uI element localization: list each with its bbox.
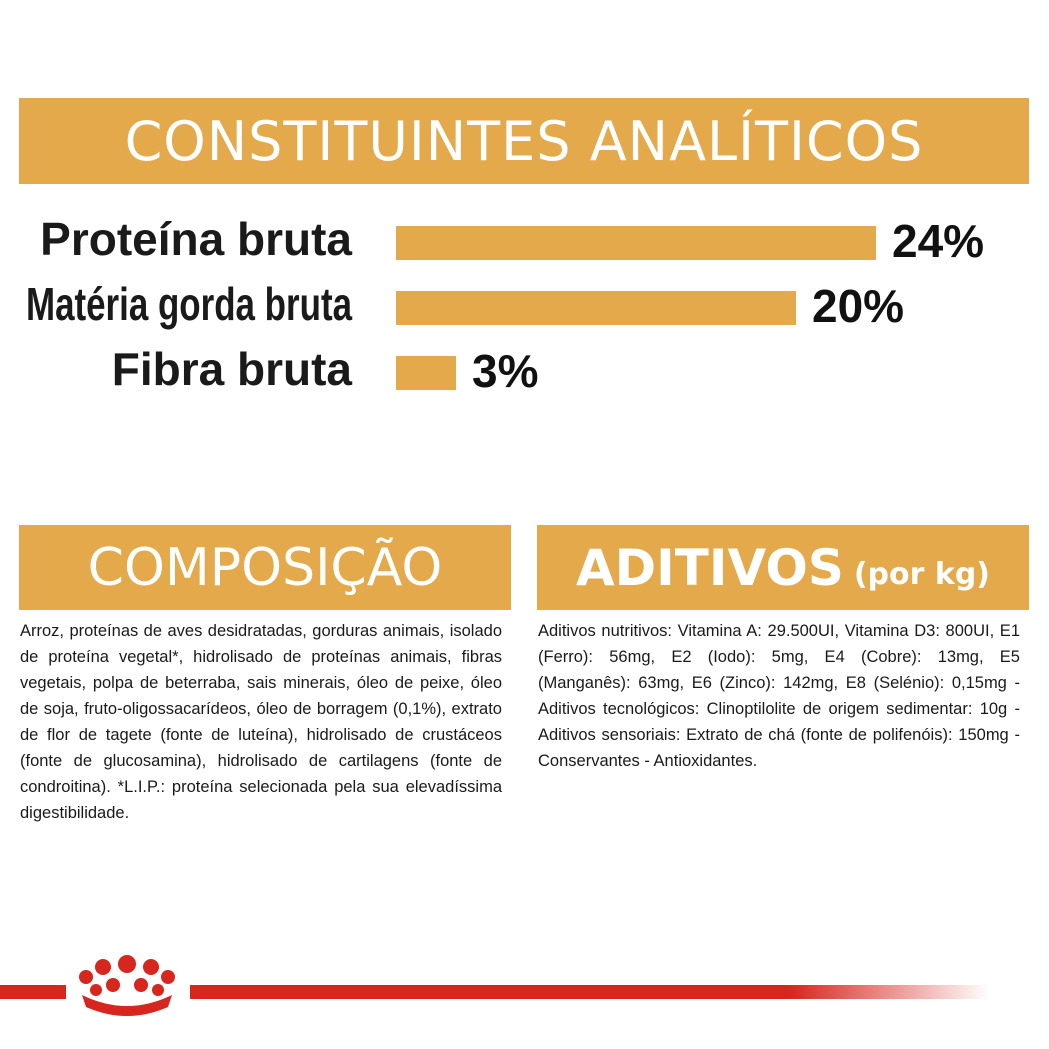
paragraph: Arroz, proteínas de aves desidratadas, g… bbox=[20, 622, 502, 822]
paragraph: Aditivos nutritivos: Vitamina A: 29.500U… bbox=[538, 622, 1020, 770]
section-title: CONSTITUINTES ANALÍTICOS bbox=[19, 98, 1029, 184]
logo bbox=[79, 955, 175, 1016]
chart: Proteína bruta 24% Matéria gorda bruta 20% F… bbox=[26, 213, 984, 397]
footer-line bbox=[0, 985, 66, 999]
footer-line bbox=[190, 985, 990, 999]
value-label: 24% bbox=[892, 215, 984, 267]
category-label: Fibra bruta bbox=[112, 343, 353, 395]
category-label: Proteína bruta bbox=[40, 213, 352, 265]
bar bbox=[396, 356, 456, 390]
bar bbox=[396, 226, 876, 260]
footer-logo bbox=[0, 955, 990, 1016]
section-unit: (por kg) bbox=[853, 557, 991, 592]
bar bbox=[396, 291, 796, 325]
value-label: 20% bbox=[812, 280, 904, 332]
section-header: ADITIVOS (por kg) bbox=[537, 525, 1029, 610]
value-label: 3% bbox=[472, 345, 538, 397]
section-title: ADITIVOS bbox=[575, 538, 844, 597]
category-label: Matéria gorda bruta bbox=[26, 278, 352, 330]
section-title: COMPOSIÇÃO bbox=[19, 525, 511, 610]
